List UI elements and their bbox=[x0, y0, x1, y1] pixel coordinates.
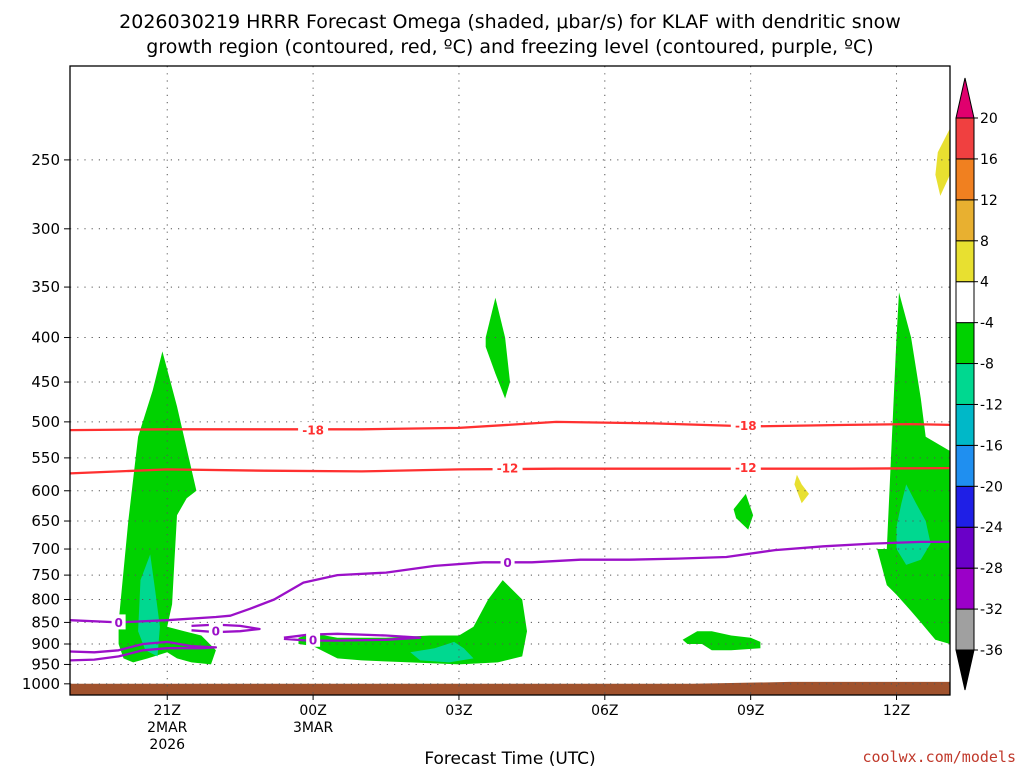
ytick-label-950: 950 bbox=[31, 655, 60, 673]
grid-layer bbox=[70, 66, 950, 695]
contour-layer: -18 -18 -12 -12 0 0 0 0 bbox=[70, 417, 950, 662]
omega-region-4 bbox=[485, 297, 510, 399]
freezing-level-contour-2 bbox=[191, 623, 261, 634]
dgz-contour-0 bbox=[70, 420, 950, 432]
colorbar-label-6: -8 bbox=[980, 357, 994, 373]
ytick-label-300: 300 bbox=[31, 220, 60, 238]
dgz-label-bg-1-1 bbox=[730, 459, 761, 475]
colorbar-label-0: 20 bbox=[980, 111, 998, 127]
colorbar-label-1: 16 bbox=[980, 152, 998, 168]
omega-region-3 bbox=[410, 641, 474, 663]
omega-colorbar: 20 16 12 8 4 -4 -8 -12 -16 -20 -24 -28 -32 -36 bbox=[955, 77, 1003, 691]
freezing-level-label-bg-3-0 bbox=[306, 631, 321, 647]
colorbar-label-7: -12 bbox=[980, 397, 1003, 413]
ytick-label-850: 850 bbox=[31, 613, 60, 631]
dgz-label-0-1: -18 bbox=[735, 419, 757, 433]
ground-layer bbox=[70, 681, 950, 695]
colorbar-bin-11 bbox=[955, 158, 975, 201]
ytick-label-700: 700 bbox=[31, 540, 60, 558]
freezing-level-label-bg-2-0 bbox=[208, 623, 223, 639]
xtick-label-21Z-0: 21Z bbox=[154, 703, 181, 719]
x-axis-label: Forecast Time (UTC) bbox=[424, 749, 595, 768]
colorbar-under-arrow bbox=[955, 649, 975, 691]
freezing-level-label-3-0: 0 bbox=[309, 633, 317, 647]
freezing-level-label-bg-0-0 bbox=[111, 614, 126, 630]
colorbar-label-3: 8 bbox=[980, 234, 989, 250]
xtick-label-00Z-1: 3MAR bbox=[293, 720, 334, 736]
freezing-level-label-2-0: 0 bbox=[212, 625, 220, 639]
freezing-level-label-0-0: 0 bbox=[114, 616, 122, 630]
dgz-label-1-1: -12 bbox=[735, 461, 757, 475]
xtick-label-21Z-1: 2MAR bbox=[147, 720, 188, 736]
ytick-label-350: 350 bbox=[31, 278, 60, 296]
colorbar-label-13: -36 bbox=[980, 643, 1003, 659]
xtick-label-03Z-0: 03Z bbox=[445, 703, 472, 719]
omega-region-5 bbox=[733, 493, 754, 530]
colorbar-bin-6 bbox=[955, 363, 975, 405]
ytick-label-450: 450 bbox=[31, 373, 60, 391]
colorbar-bin-2 bbox=[955, 526, 975, 569]
colorbar-bin-5 bbox=[955, 403, 975, 446]
ytick-label-250: 250 bbox=[31, 151, 60, 169]
colorbar-bin-7 bbox=[955, 322, 975, 365]
xtick-label-00Z-0: 00Z bbox=[299, 703, 326, 719]
dgz-label-0-0: -18 bbox=[302, 424, 324, 438]
chart-title-line-1: 2026030219 HRRR Forecast Omega (shaded, … bbox=[119, 11, 901, 33]
freezing-level-label-0-1: 0 bbox=[503, 556, 511, 570]
dgz-label-bg-0-0 bbox=[298, 422, 329, 438]
colorbar-label-8: -16 bbox=[980, 438, 1003, 454]
pressure-axis: 250 300 350 400 450 500 550 600 650 700 750 800 850 9… bbox=[22, 151, 70, 693]
freezing-level-contour-1 bbox=[70, 640, 218, 662]
colorbar-label-9: -20 bbox=[980, 479, 1003, 495]
colorbar-label-12: -32 bbox=[980, 602, 1003, 618]
ytick-label-500: 500 bbox=[31, 413, 60, 431]
ytick-label-800: 800 bbox=[31, 590, 60, 608]
colorbar-bin-12 bbox=[955, 117, 975, 160]
colorbar-over-arrow bbox=[955, 77, 975, 119]
source-credit: coolwx.com/models bbox=[862, 748, 1016, 766]
colorbar-bin-3 bbox=[955, 485, 975, 528]
colorbar-label-4: 4 bbox=[980, 275, 989, 291]
plot-frame bbox=[69, 65, 951, 696]
colorbar-label-5: -4 bbox=[980, 316, 994, 332]
colorbar-bin-9 bbox=[955, 240, 975, 283]
ytick-label-550: 550 bbox=[31, 449, 60, 467]
ytick-label-600: 600 bbox=[31, 482, 60, 500]
freezing-level-label-bg-0-1 bbox=[500, 554, 515, 570]
ytick-label-900: 900 bbox=[31, 635, 60, 653]
colorbar-bin-0 bbox=[955, 608, 975, 651]
colorbar-label-10: -24 bbox=[980, 520, 1003, 536]
colorbar-bin-8 bbox=[955, 281, 975, 324]
xtick-label-21Z-2: 2026 bbox=[149, 737, 185, 753]
freezing-level-contour-0 bbox=[70, 540, 950, 624]
omega-region-2 bbox=[298, 580, 527, 665]
colorbar-bin-1 bbox=[955, 567, 975, 610]
chart-title-line-2: growth region (contoured, red, ºC) and f… bbox=[146, 36, 873, 58]
omega-region-8 bbox=[896, 484, 931, 565]
ytick-label-650: 650 bbox=[31, 512, 60, 530]
ytick-label-1000: 1000 bbox=[22, 675, 60, 693]
omega-shading-layer bbox=[118, 128, 950, 665]
omega-region-9 bbox=[935, 128, 950, 196]
omega-region-10 bbox=[794, 474, 809, 504]
xtick-label-06Z-0: 06Z bbox=[591, 703, 618, 719]
ytick-label-400: 400 bbox=[31, 329, 60, 347]
colorbar-label-2: 12 bbox=[980, 193, 998, 209]
dgz-label-bg-0-1 bbox=[730, 417, 761, 433]
ground-fill bbox=[70, 681, 950, 695]
omega-region-6 bbox=[682, 631, 761, 651]
colorbar-bin-10 bbox=[955, 199, 975, 242]
colorbar-label-11: -28 bbox=[980, 561, 1003, 577]
ytick-label-750: 750 bbox=[31, 566, 60, 584]
dgz-label-bg-1-0 bbox=[492, 460, 523, 476]
xtick-label-12Z-0: 12Z bbox=[883, 703, 910, 719]
colorbar-bin-4 bbox=[955, 444, 975, 487]
xtick-label-09Z-0: 09Z bbox=[737, 703, 764, 719]
dgz-label-1-0: -12 bbox=[497, 462, 519, 476]
omega-region-1 bbox=[138, 554, 160, 657]
